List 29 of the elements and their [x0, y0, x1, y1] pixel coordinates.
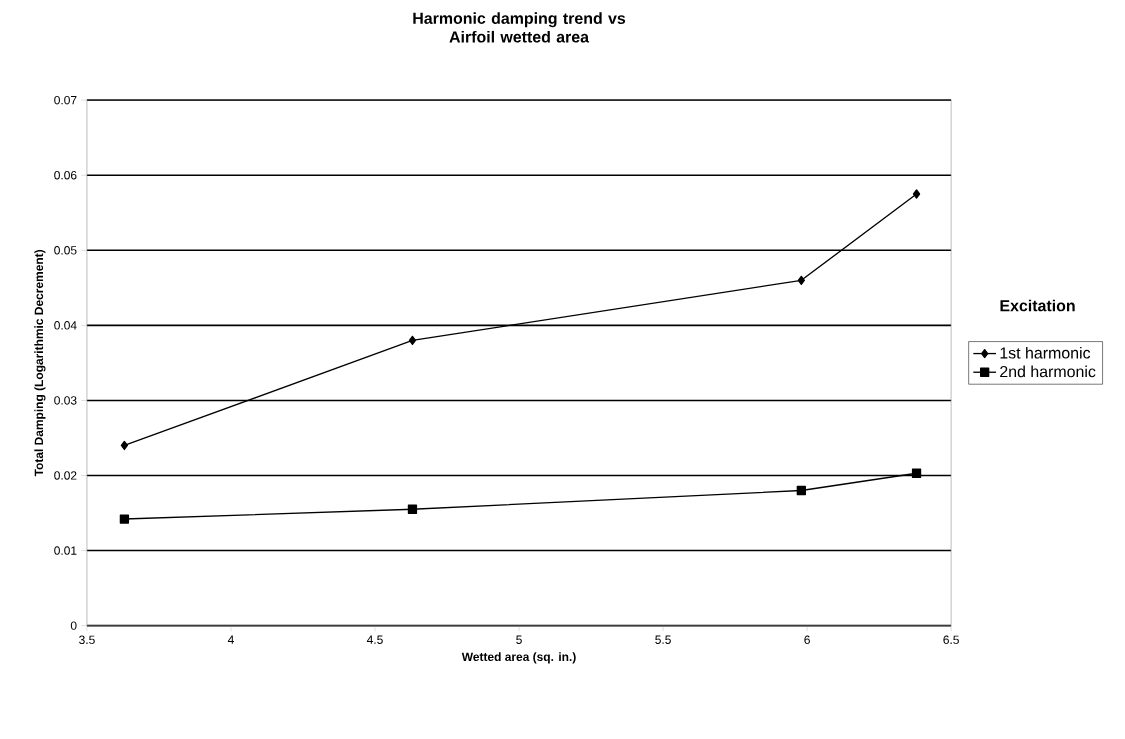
y-tick-label: 0	[70, 621, 77, 630]
legend-title: Excitation	[1000, 299, 1075, 312]
x-tick-label: 5.5	[655, 635, 671, 644]
y-tick-label: 0.01	[54, 546, 77, 555]
y-tick-label: 0.06	[54, 170, 77, 180]
x-tick-label: 4.5	[366, 635, 383, 644]
point	[911, 468, 922, 478]
y-tick-label: 0.03	[54, 396, 77, 405]
legend-label: 2nd harmonic	[1000, 365, 1096, 378]
chart-title: Harmonic damping trend vs Airfoil wetted area	[413, 12, 626, 43]
point	[407, 504, 418, 514]
point	[120, 440, 129, 451]
x-tick-label: 5	[516, 635, 522, 644]
point	[797, 275, 805, 285]
y-tick-label: 0.04	[54, 321, 77, 330]
x-tick-label: 6.5	[943, 635, 959, 644]
x-tick-label: 6	[804, 635, 810, 644]
y-tick-label: 0.02	[54, 471, 77, 480]
x-tick-label: 3.5	[79, 635, 95, 644]
y-tick-label: 0.07	[54, 95, 77, 105]
x-axis-title: Wetted area (sq. in.)	[461, 652, 576, 664]
legend-label: 1st harmonic	[1000, 346, 1091, 359]
y-axis-title: Total Damping (Logarithmic Decrement)	[34, 249, 46, 477]
point	[408, 335, 417, 346]
point	[119, 514, 130, 524]
y-tick-label: 0.05	[54, 246, 77, 255]
x-tick-label: 4	[227, 635, 234, 644]
point	[912, 189, 921, 199]
point	[796, 485, 806, 496]
